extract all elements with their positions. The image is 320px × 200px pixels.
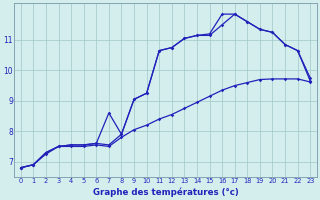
X-axis label: Graphe des températures (°c): Graphe des températures (°c): [92, 187, 238, 197]
